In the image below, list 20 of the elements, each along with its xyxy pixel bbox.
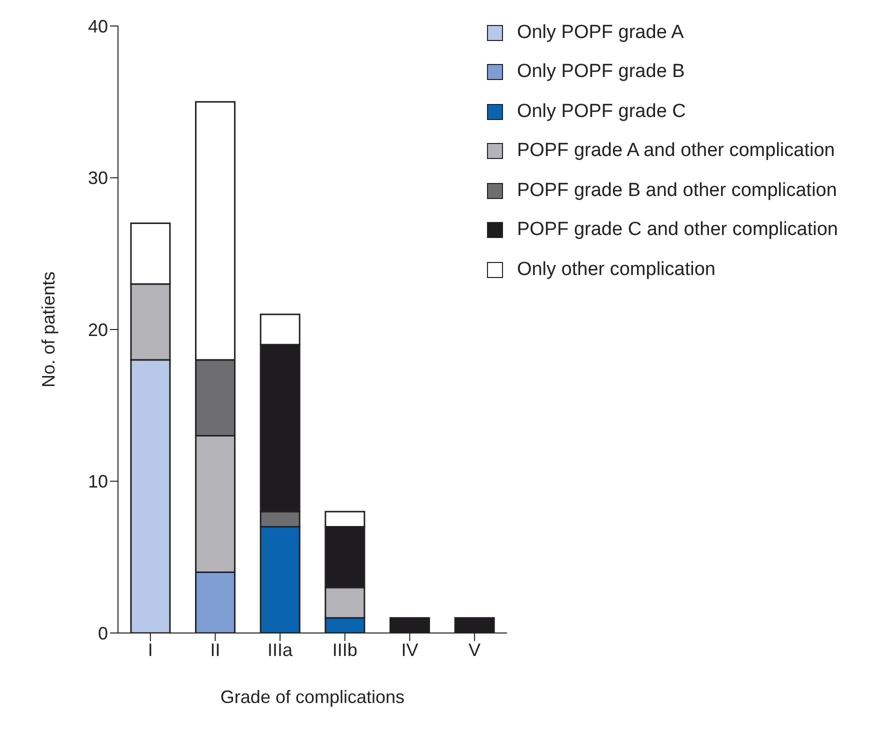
legend-label: Only POPF grade A <box>516 22 684 44</box>
legend-label: POPF grade C and other complication <box>516 219 838 242</box>
x-tick-label: I <box>148 640 153 660</box>
y-tick-label: 40 <box>88 16 108 36</box>
x-tick-label: V <box>468 640 481 660</box>
legend-label: Only POPF grade B <box>516 61 685 84</box>
y-tick-label: 10 <box>88 472 108 492</box>
x-tick-label: IIIb <box>332 640 358 660</box>
x-tick-label: IIIa <box>268 640 294 660</box>
legend-label: Only other complication <box>516 258 716 281</box>
y-axis-title: No. of patients <box>38 271 58 388</box>
x-axis-title: Grade of complications <box>220 687 405 707</box>
y-tick-label: 0 <box>98 623 108 644</box>
y-tick-label: 20 <box>88 320 108 340</box>
legend-label: Only POPF grade C <box>516 100 686 123</box>
legend-label: POPF grade B and other complication <box>516 180 837 202</box>
legend-label: POPF grade A and other complication <box>516 140 835 162</box>
y-tick-label: 30 <box>88 168 108 188</box>
x-tick-label: IV <box>401 640 418 660</box>
x-tick-label: II <box>210 640 220 660</box>
